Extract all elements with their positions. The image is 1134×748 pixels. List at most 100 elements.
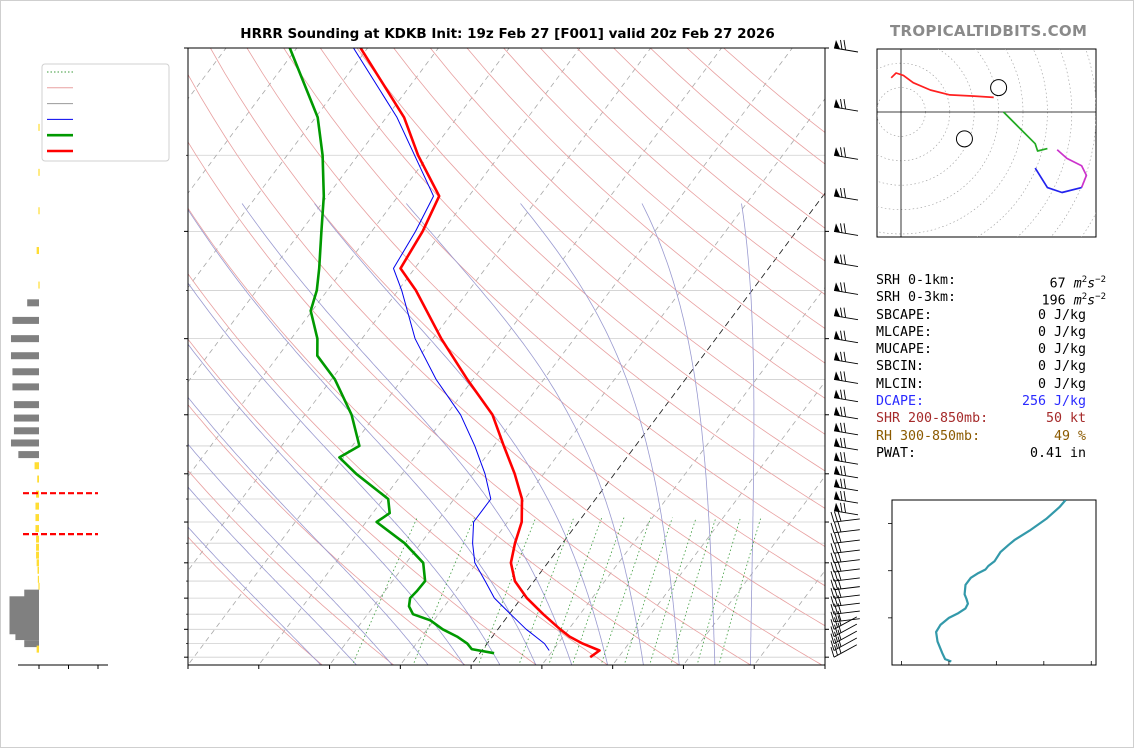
isotherm: [188, 48, 652, 665]
wind-barb-feather: [837, 643, 842, 654]
dry-adiabat: [283, 48, 825, 548]
index-value: 67 m2s−2: [1050, 272, 1106, 293]
wind-barb: [830, 629, 858, 645]
isotherm: [612, 381, 825, 665]
wind-barb-staff: [833, 616, 858, 630]
wind-barb-pennant: [834, 491, 840, 501]
omega-bar: [13, 401, 40, 409]
omega-bar: [24, 589, 39, 597]
wind-barb: [833, 422, 859, 436]
wind-barb-feather: [830, 626, 835, 637]
wind-barb-feather: [830, 647, 835, 658]
wind-barb-feather: [840, 39, 843, 50]
wind-barb-feather: [834, 579, 838, 590]
isotherm: [329, 48, 793, 665]
wind-barb-feather: [840, 254, 843, 265]
omega-bar: [36, 551, 39, 559]
wind-barb: [830, 610, 860, 623]
wind-barb-feather: [830, 533, 835, 544]
omega-bar: [35, 514, 39, 522]
index-row: MLCIN: 0 J/kg: [876, 376, 1106, 393]
theta-e-frame: [891, 499, 1097, 666]
wind-barb-feather: [843, 437, 846, 448]
index-label: MLCIN:: [876, 376, 925, 392]
wind-barb-feather: [843, 478, 846, 489]
index-value: 0 J/kg: [1037, 376, 1086, 392]
index-row: SRH 0-3km: 196 m2s−2: [876, 289, 1106, 308]
index-label: PWAT:: [876, 445, 917, 461]
sounding-indices: SRH 0-1km: 67 m2s−2 SRH 0-3km: 196 m2s−2 SBC…: [876, 272, 1106, 462]
wind-barb-feather: [840, 465, 843, 476]
omega-bar: [10, 439, 39, 447]
dry-adiabat: [188, 404, 466, 665]
index-row: MLCAPE: 0 J/kg: [876, 324, 1106, 341]
wind-barb: [833, 478, 859, 492]
wind-barb-pennant: [834, 437, 840, 447]
wind-barb: [833, 389, 859, 403]
wind-barb-feather: [840, 437, 843, 448]
wind-barb: [833, 147, 859, 160]
wind-barb-feather: [843, 422, 846, 433]
wind-barb-feather: [840, 389, 843, 400]
wind-barb-feather: [837, 595, 842, 606]
wind-barb-feather: [837, 603, 842, 614]
mixing-ratio-line: [600, 517, 652, 665]
unit-part: m: [1073, 276, 1082, 292]
wind-barb-staff: [833, 230, 859, 236]
wind-barb: [830, 511, 860, 523]
index-label: SRH 0-3km:: [876, 290, 957, 306]
wind-barb-pennant: [834, 147, 840, 157]
wind-barb-feather: [830, 543, 835, 554]
wind-barb-feather: [840, 223, 843, 233]
index-row: DCAPE: 256 J/kg: [876, 393, 1106, 410]
index-label: DCAPE:: [876, 394, 925, 410]
pseudoadiabat: [241, 203, 573, 665]
skew-t-plot-area: [188, 48, 825, 665]
wind-barb-staff: [833, 430, 859, 436]
wind-barb: [833, 98, 859, 112]
omega-bar: [36, 543, 39, 551]
pseudoadiabat: [405, 203, 644, 665]
dry-adiabat: [466, 48, 825, 364]
pseudoadiabat: [314, 203, 609, 665]
omega-bar: [35, 502, 39, 510]
wind-barb-pennant: [834, 465, 840, 475]
index-row: SHR 200-850mb: 50 kt: [876, 410, 1106, 427]
index-number: 196: [1041, 293, 1074, 309]
wind-barb-feather: [834, 561, 838, 572]
mixing-ratio-line: [718, 517, 762, 665]
wind-barb-feather: [830, 596, 835, 607]
mixing-ratio-line: [696, 517, 741, 665]
wind-barb-pennant: [834, 188, 840, 198]
wind-barb-feather: [843, 282, 846, 292]
wind-barb-feather: [843, 223, 846, 233]
wind-barb-feather: [840, 406, 843, 417]
dry-adiabat: [188, 141, 752, 665]
isotherm: [188, 48, 581, 572]
wind-barb-staff: [833, 315, 859, 321]
wind-barb-pennant: [834, 478, 840, 488]
wind-barb: [830, 521, 860, 534]
wind-barb-staff: [833, 529, 860, 534]
wind-barb-staff: [833, 289, 859, 295]
index-value: 0 J/kg: [1037, 359, 1086, 375]
wind-barb-staff: [833, 47, 859, 53]
dry-adiabat: [188, 536, 323, 665]
wind-barb-feather: [840, 502, 843, 513]
omega-bar: [18, 451, 39, 459]
wind-barb-staff: [833, 378, 859, 384]
wind-barb-feather: [837, 511, 842, 522]
wind-barb: [833, 437, 859, 451]
omega-bar: [38, 582, 40, 590]
mixing-ratio-line: [412, 517, 475, 665]
pseudoadiabat: [520, 203, 680, 665]
mixing-ratio-line: [548, 517, 603, 665]
omega-bar: [27, 299, 39, 307]
omega-bar: [10, 335, 39, 343]
wind-barb: [830, 570, 860, 582]
index-value: 196 m2s−2: [1042, 289, 1106, 310]
omega-bar: [35, 525, 39, 533]
wind-barb-feather: [840, 187, 843, 198]
omega-bar: [13, 414, 40, 422]
wind-barb-feather: [834, 522, 838, 533]
